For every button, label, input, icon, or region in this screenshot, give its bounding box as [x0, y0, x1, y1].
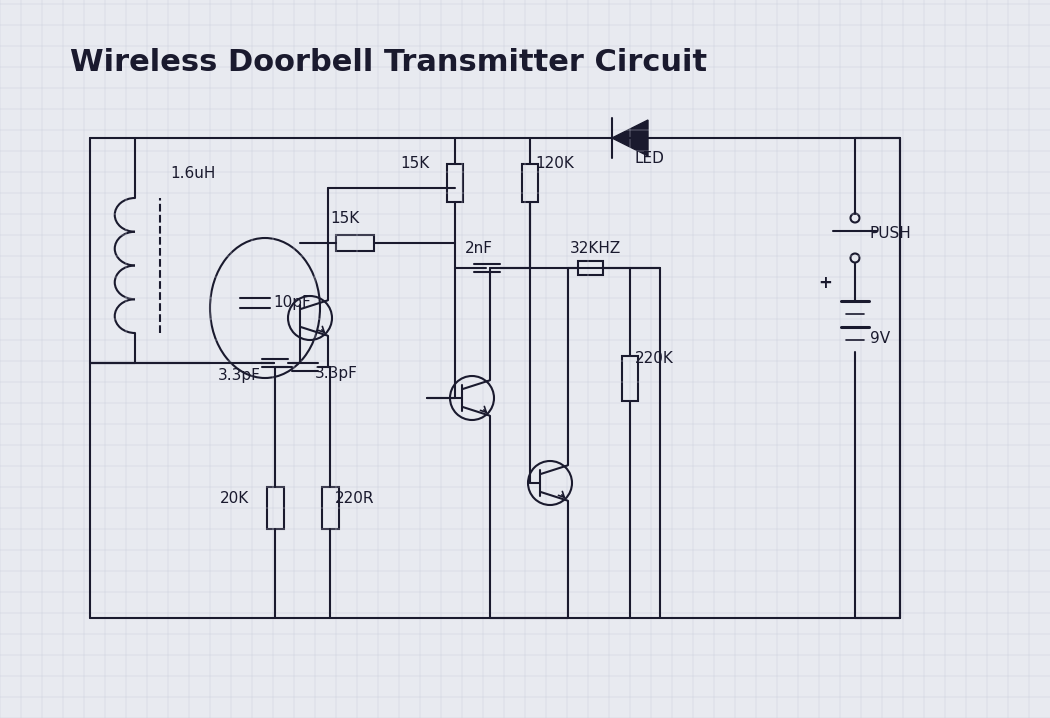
Bar [578, 261, 603, 275]
Text: 9V: 9V [870, 331, 890, 346]
Text: 15K: 15K [400, 156, 429, 171]
Bar [321, 487, 338, 529]
Bar [522, 164, 538, 202]
Text: 20K: 20K [220, 491, 249, 506]
Bar [622, 355, 638, 401]
Text: 220K: 220K [635, 351, 674, 366]
Text: 32KHZ: 32KHZ [570, 241, 622, 256]
Bar [447, 164, 463, 202]
Text: LED: LED [635, 151, 665, 166]
Text: +: + [818, 274, 832, 292]
Bar [267, 487, 284, 529]
Text: 10pF: 10pF [273, 296, 311, 310]
Text: 15K: 15K [330, 211, 359, 226]
Text: 220R: 220R [335, 491, 375, 506]
Text: 3.3pF: 3.3pF [218, 368, 260, 383]
Text: Wireless Doorbell Transmitter Circuit: Wireless Doorbell Transmitter Circuit [70, 48, 707, 77]
Polygon shape [612, 120, 648, 156]
Text: 2nF: 2nF [465, 241, 493, 256]
Text: 120K: 120K [536, 156, 574, 171]
Text: 1.6uH: 1.6uH [170, 166, 215, 181]
Bar [336, 235, 374, 251]
Text: PUSH: PUSH [870, 226, 911, 241]
Text: 3.3pF: 3.3pF [315, 366, 358, 381]
